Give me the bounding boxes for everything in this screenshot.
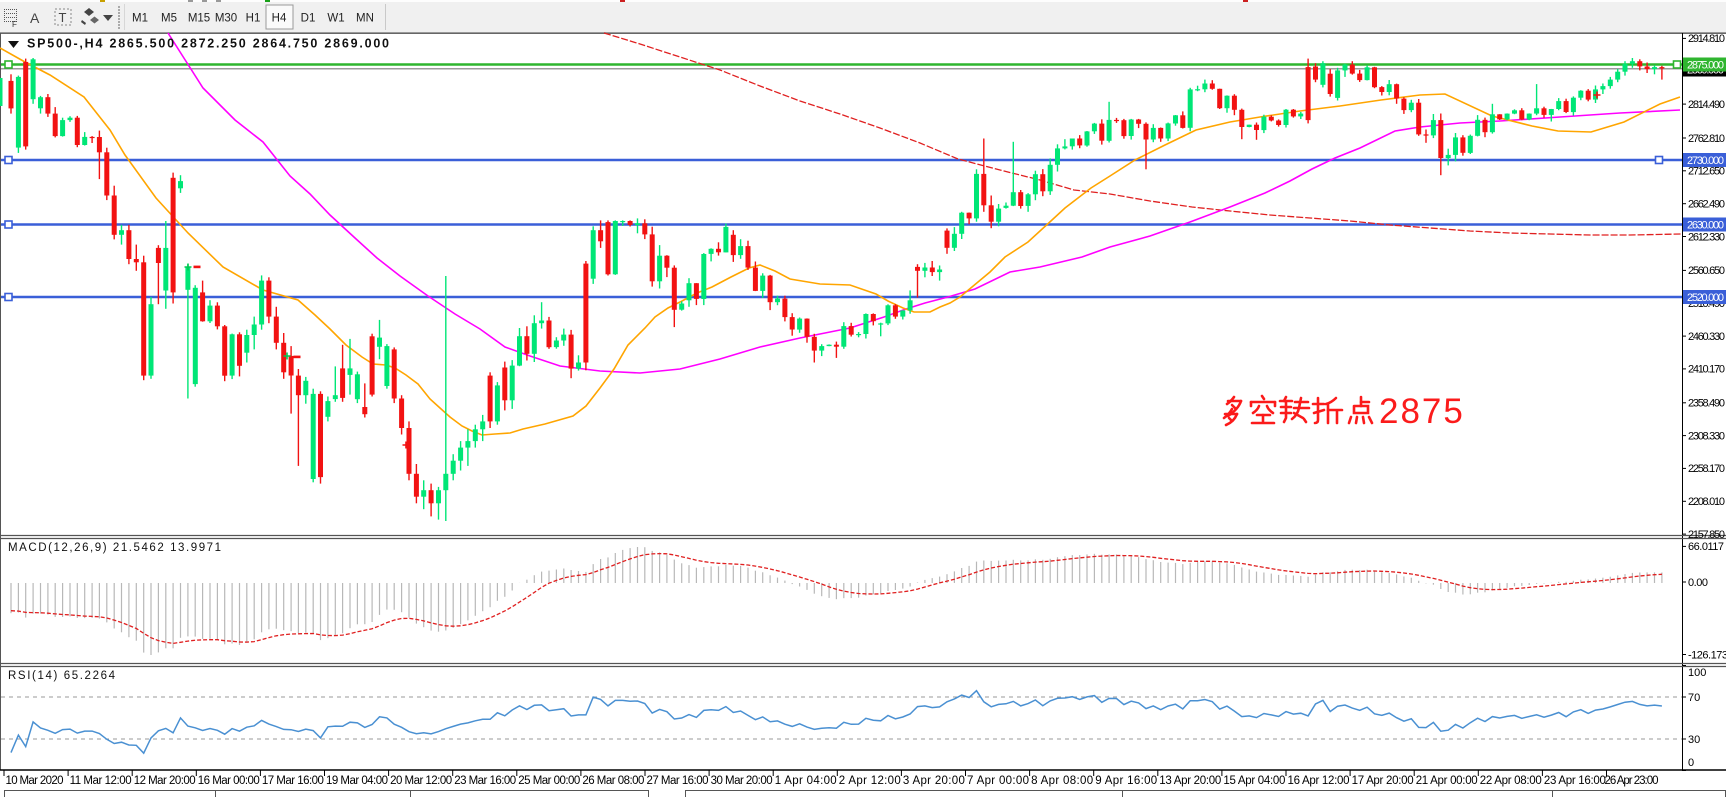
svg-text:3 Apr 20:00: 3 Apr 20:00 bbox=[903, 775, 965, 787]
svg-text:23 Apr 16:00: 23 Apr 16:00 bbox=[1544, 775, 1606, 787]
svg-text:F: F bbox=[12, 20, 17, 29]
svg-text:H1: H1 bbox=[246, 13, 261, 25]
svg-text:66.0117: 66.0117 bbox=[1688, 541, 1724, 553]
svg-text:2 Apr 12:00: 2 Apr 12:00 bbox=[839, 775, 901, 787]
svg-text:26 Mar 08:00: 26 Mar 08:00 bbox=[582, 775, 644, 787]
svg-text:2814.490: 2814.490 bbox=[1688, 99, 1725, 111]
svg-text:17 Mar 16:00: 17 Mar 16:00 bbox=[262, 775, 324, 787]
svg-text:2358.490: 2358.490 bbox=[1688, 398, 1725, 410]
svg-text:2612.330: 2612.330 bbox=[1688, 231, 1725, 243]
svg-text:2630.000: 2630.000 bbox=[1687, 219, 1724, 231]
svg-text:2712.650: 2712.650 bbox=[1688, 166, 1725, 178]
svg-text:D1: D1 bbox=[301, 13, 316, 25]
svg-text:2520.000: 2520.000 bbox=[1687, 292, 1724, 304]
svg-text:13 Apr 20:00: 13 Apr 20:00 bbox=[1159, 775, 1221, 787]
svg-text:15 Apr 04:00: 15 Apr 04:00 bbox=[1223, 775, 1285, 787]
svg-text:19 Mar 04:00: 19 Mar 04:00 bbox=[326, 775, 388, 787]
svg-text:30: 30 bbox=[1688, 734, 1700, 746]
svg-text:M15: M15 bbox=[188, 13, 210, 25]
svg-text:-126.173: -126.173 bbox=[1688, 649, 1726, 661]
svg-text:2560.650: 2560.650 bbox=[1688, 265, 1725, 277]
svg-text:2875: 2875 bbox=[1379, 392, 1465, 431]
svg-text:2914.810: 2914.810 bbox=[1688, 33, 1725, 45]
svg-text:21 Apr 00:00: 21 Apr 00:00 bbox=[1416, 775, 1478, 787]
svg-text:2662.490: 2662.490 bbox=[1688, 199, 1725, 211]
svg-text:7 Apr 00:00: 7 Apr 00:00 bbox=[967, 775, 1029, 787]
svg-text:100: 100 bbox=[1688, 667, 1706, 679]
svg-text:16 Mar 00:00: 16 Mar 00:00 bbox=[198, 775, 260, 787]
svg-text:0.00: 0.00 bbox=[1688, 577, 1708, 589]
svg-text:2258.170: 2258.170 bbox=[1688, 463, 1725, 475]
svg-text:8 Apr 08:00: 8 Apr 08:00 bbox=[1031, 775, 1093, 787]
svg-text:11 Mar 12:00: 11 Mar 12:00 bbox=[70, 775, 132, 787]
svg-text:M30: M30 bbox=[215, 13, 237, 25]
svg-text:1 Apr 04:00: 1 Apr 04:00 bbox=[775, 775, 837, 787]
svg-text:16 Apr 12:00: 16 Apr 12:00 bbox=[1288, 775, 1350, 787]
svg-text:2308.330: 2308.330 bbox=[1688, 430, 1725, 442]
svg-text:2460.330: 2460.330 bbox=[1688, 331, 1725, 343]
svg-text:2157.850: 2157.850 bbox=[1688, 529, 1725, 541]
svg-text:M1: M1 bbox=[132, 13, 148, 25]
svg-text:T: T bbox=[59, 10, 67, 25]
svg-text:MN: MN bbox=[356, 13, 374, 25]
svg-text:2762.810: 2762.810 bbox=[1688, 133, 1725, 145]
svg-text:23 Mar 16:00: 23 Mar 16:00 bbox=[454, 775, 516, 787]
svg-text:2410.170: 2410.170 bbox=[1688, 364, 1725, 376]
svg-text:SP500-,H4 2865.500 2872.250 2: SP500-,H4 2865.500 2872.250 2864.750 286… bbox=[27, 37, 389, 51]
svg-text:10 Mar 2020: 10 Mar 2020 bbox=[6, 775, 64, 787]
svg-text:17 Apr 20:00: 17 Apr 20:00 bbox=[1352, 775, 1414, 787]
svg-text:2208.010: 2208.010 bbox=[1688, 496, 1725, 508]
svg-text:30 Mar 20:00: 30 Mar 20:00 bbox=[711, 775, 773, 787]
svg-text:RSI(14) 65.2264: RSI(14) 65.2264 bbox=[8, 670, 116, 682]
svg-text:22 Apr 08:00: 22 Apr 08:00 bbox=[1480, 775, 1542, 787]
svg-text:2875.000: 2875.000 bbox=[1687, 59, 1724, 71]
svg-text:2730.000: 2730.000 bbox=[1687, 155, 1724, 167]
svg-text:25 Mar 00:00: 25 Mar 00:00 bbox=[518, 775, 580, 787]
svg-text:H4: H4 bbox=[272, 13, 287, 25]
svg-text:0: 0 bbox=[1688, 757, 1694, 769]
svg-text:27 Mar 16:00: 27 Mar 16:00 bbox=[647, 775, 709, 787]
svg-text:12 Mar 20:00: 12 Mar 20:00 bbox=[134, 775, 196, 787]
svg-text:9 Apr 16:00: 9 Apr 16:00 bbox=[1095, 775, 1157, 787]
svg-text:MACD(12,26,9) 21.5462 13.9971: MACD(12,26,9) 21.5462 13.9971 bbox=[8, 542, 221, 554]
svg-text:W1: W1 bbox=[327, 13, 344, 25]
svg-text:70: 70 bbox=[1688, 692, 1700, 704]
svg-text:M5: M5 bbox=[161, 13, 177, 25]
svg-text:A: A bbox=[30, 10, 40, 26]
svg-text:20 Mar 12:00: 20 Mar 12:00 bbox=[390, 775, 452, 787]
svg-text:26 Apr 23:00: 26 Apr 23:00 bbox=[1605, 775, 1659, 787]
